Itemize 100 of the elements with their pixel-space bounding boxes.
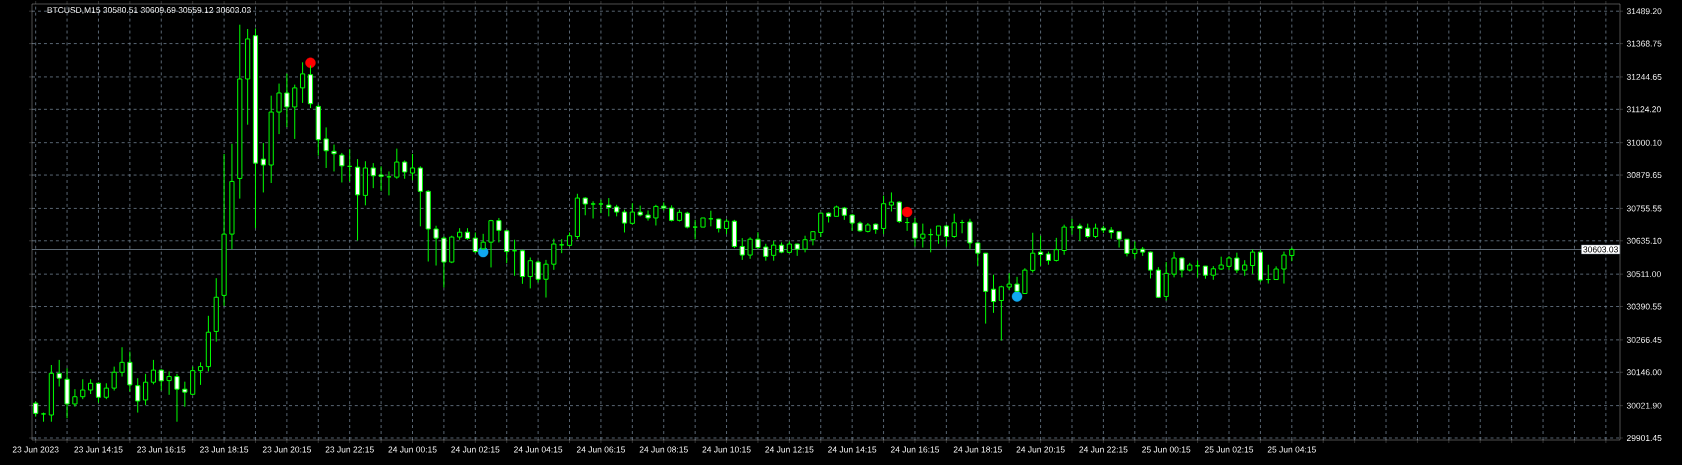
candlestick xyxy=(276,83,282,135)
candlestick xyxy=(551,238,557,271)
candlestick xyxy=(182,381,188,408)
candlestick xyxy=(527,256,533,289)
candlestick xyxy=(331,144,337,172)
candlestick xyxy=(951,213,957,239)
x-tick-label: 24 Jun 06:15 xyxy=(576,446,626,453)
candlestick xyxy=(409,153,416,181)
candlestick xyxy=(1030,232,1036,274)
x-tick-label: 24 Jun 02:15 xyxy=(451,446,500,453)
candlestick xyxy=(1116,230,1122,249)
y-tick-label: 30879.65 xyxy=(1626,172,1662,179)
y-tick-label: 31244.65 xyxy=(1626,73,1662,80)
candlestick xyxy=(441,236,447,289)
candlestick xyxy=(653,204,659,226)
candlestick xyxy=(472,231,478,254)
x-tick-label: 23 Jun 20:15 xyxy=(262,446,312,453)
x-tick-label: 24 Jun 16:15 xyxy=(890,446,940,453)
x-tick-label: 23 Jun 18:15 xyxy=(200,446,249,453)
candlestick xyxy=(433,225,439,267)
y-tick-label: 30635.10 xyxy=(1626,237,1662,244)
x-tick-label: 25 Jun 04:15 xyxy=(1267,446,1316,453)
x-tick-label: 24 Jun 00:15 xyxy=(388,446,437,453)
candlestick xyxy=(284,73,290,128)
x-tick-label: 23 Jun 2023 xyxy=(12,446,59,453)
candlestick xyxy=(1179,256,1185,278)
candlestick xyxy=(606,197,612,217)
candlestick xyxy=(323,126,329,169)
candlestick xyxy=(417,165,423,227)
y-tick-label: 30511.00 xyxy=(1626,271,1661,278)
x-tick-label: 24 Jun 10:15 xyxy=(702,446,751,453)
candlestick xyxy=(990,274,997,314)
candlestick xyxy=(1234,252,1240,274)
candlestick xyxy=(378,165,384,192)
candlestick xyxy=(1077,223,1083,242)
candlestick xyxy=(158,368,164,392)
candlestick xyxy=(1249,248,1256,275)
candlestick xyxy=(692,219,698,240)
y-tick-label: 31124.20 xyxy=(1626,106,1661,113)
y-tick-label: 30146.00 xyxy=(1626,369,1662,376)
x-tick-label: 24 Jun 12:15 xyxy=(765,446,814,453)
candlestick xyxy=(72,388,78,408)
candlestick xyxy=(998,285,1004,342)
x-tick-label: 23 Jun 16:15 xyxy=(137,446,186,453)
ref-line-label: 30603.03 xyxy=(1583,246,1618,253)
candlestick xyxy=(582,196,588,216)
x-tick-label: 24 Jun 18:15 xyxy=(953,446,1002,453)
y-tick-label: 29901.45 xyxy=(1626,435,1662,441)
point xyxy=(1011,291,1023,302)
y-tick-label: 31489.20 xyxy=(1626,8,1662,15)
candlestick xyxy=(197,361,204,386)
candlestick xyxy=(1022,267,1028,295)
candlestick xyxy=(771,240,777,262)
candlestick xyxy=(1171,251,1177,278)
point xyxy=(901,206,913,218)
candlestick xyxy=(142,373,149,406)
y-tick-label: 31368.75 xyxy=(1626,40,1662,47)
x-tick-label: 25 Jun 00:15 xyxy=(1142,446,1191,453)
candlestick xyxy=(127,351,133,393)
x-tick-label: 25 Jun 02:15 xyxy=(1204,446,1254,453)
candlestick xyxy=(975,242,981,267)
candlestick xyxy=(300,61,306,104)
x-tick-label: 24 Jun 08:15 xyxy=(639,446,688,453)
candlestick xyxy=(543,259,549,299)
candlestick xyxy=(292,84,298,140)
candlestick xyxy=(174,373,180,423)
candlestick xyxy=(80,378,86,400)
x-tick-label: 23 Jun 14:15 xyxy=(74,446,123,453)
candlestick xyxy=(896,200,902,224)
candlestick xyxy=(967,218,973,250)
candlestick xyxy=(645,209,651,222)
candlestick xyxy=(56,359,62,388)
candlestick xyxy=(1281,251,1287,285)
candlestick xyxy=(888,191,895,213)
candlestick xyxy=(598,199,604,214)
point xyxy=(305,57,316,69)
candlestick xyxy=(1038,235,1044,267)
candlestick xyxy=(339,152,345,183)
chart-title: BTCUSD,M15 30580.51 30609.69 30559.12 30603.03 xyxy=(47,7,251,15)
candlestick xyxy=(260,142,266,193)
candlestick xyxy=(1147,251,1154,279)
candlestick xyxy=(370,162,376,189)
y-tick-label: 30390.55 xyxy=(1626,303,1662,310)
candlestick xyxy=(818,212,824,238)
candlestick xyxy=(747,236,753,260)
y-tick-label: 30266.45 xyxy=(1626,336,1662,343)
x-tick-label: 24 Jun 14:15 xyxy=(828,446,877,453)
candlestick xyxy=(590,200,596,219)
candlestick xyxy=(755,231,761,250)
candlestick xyxy=(1069,218,1075,236)
y-tick-label: 30021.90 xyxy=(1626,402,1662,409)
candlestick xyxy=(1163,261,1169,301)
candlestick xyxy=(621,209,628,233)
candlestick xyxy=(119,346,125,378)
candlestick xyxy=(402,159,408,180)
y-tick-label: 30755.55 xyxy=(1626,205,1662,212)
candlestick xyxy=(150,359,157,385)
x-tick-label: 24 Jun 22:15 xyxy=(1079,446,1128,453)
candlestick xyxy=(739,237,745,261)
candlestick xyxy=(111,366,117,392)
